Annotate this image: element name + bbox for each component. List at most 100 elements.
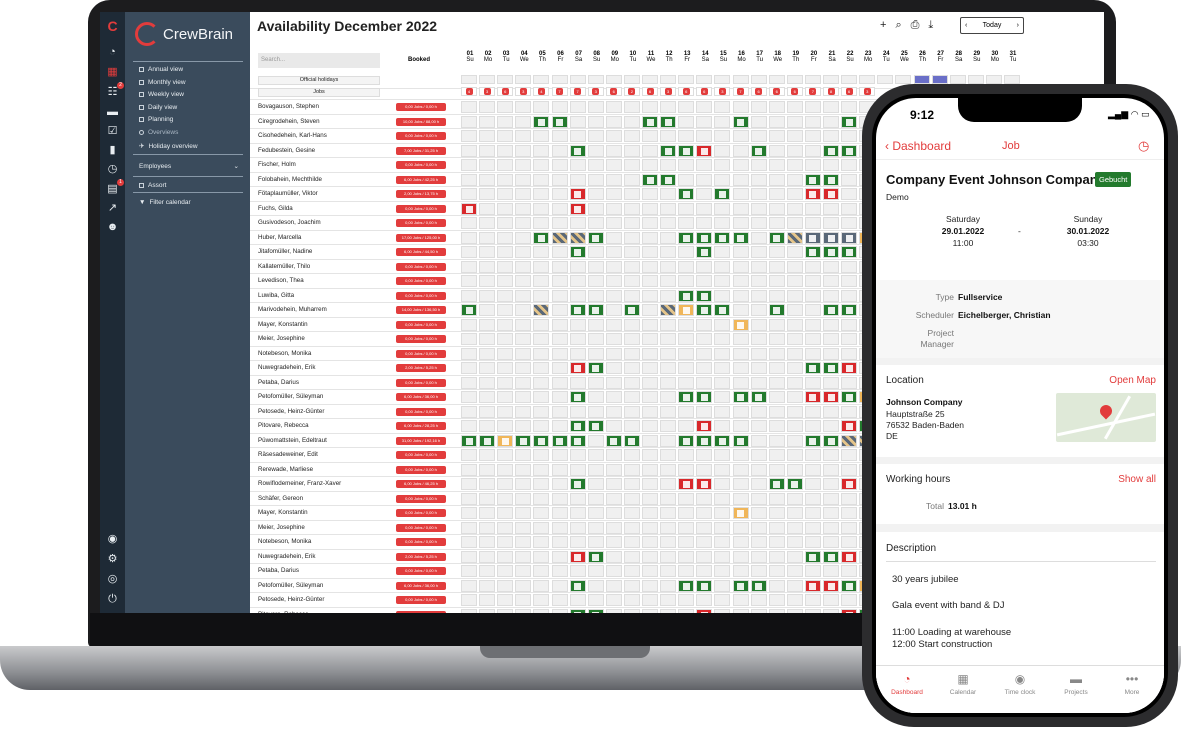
availability-cell[interactable] <box>678 159 695 171</box>
availability-cell[interactable] <box>841 362 858 374</box>
availability-cell[interactable] <box>678 289 695 302</box>
availability-cell[interactable] <box>623 521 640 534</box>
availability-cell[interactable] <box>786 579 803 592</box>
availability-cell[interactable] <box>479 478 496 490</box>
availability-cell[interactable] <box>750 304 767 316</box>
availability-cell[interactable] <box>587 478 604 490</box>
availability-cell[interactable] <box>533 159 550 171</box>
availability-cell[interactable] <box>660 304 677 316</box>
availability-cell[interactable] <box>587 275 604 287</box>
availability-cell[interactable] <box>660 130 677 142</box>
availability-cell[interactable] <box>623 260 640 273</box>
availability-cell[interactable] <box>841 420 858 432</box>
availability-cell[interactable] <box>569 289 586 302</box>
availability-cell[interactable] <box>479 376 496 389</box>
availability-cell[interactable] <box>750 565 767 577</box>
availability-cell[interactable] <box>804 420 821 432</box>
availability-cell[interactable] <box>696 565 713 577</box>
availability-cell[interactable] <box>786 275 803 287</box>
availability-cell[interactable] <box>714 565 731 577</box>
availability-cell[interactable] <box>551 275 568 287</box>
availability-cell[interactable] <box>533 260 550 273</box>
availability-cell[interactable] <box>768 130 785 142</box>
availability-cell[interactable] <box>841 115 858 128</box>
availability-cell[interactable] <box>569 188 586 200</box>
availability-cell[interactable] <box>623 115 640 128</box>
availability-cell[interactable] <box>750 333 767 345</box>
availability-cell[interactable] <box>678 275 695 287</box>
availability-cell[interactable] <box>461 246 477 258</box>
availability-cell[interactable] <box>823 101 839 113</box>
availability-cell[interactable] <box>587 550 604 563</box>
availability-cell[interactable] <box>642 420 658 432</box>
availability-cell[interactable] <box>750 507 767 519</box>
availability-cell[interactable] <box>461 130 477 142</box>
availability-cell[interactable] <box>841 579 858 592</box>
availability-cell[interactable] <box>587 536 604 548</box>
availability-cell[interactable] <box>786 362 803 374</box>
availability-cell[interactable] <box>768 318 785 331</box>
availability-cell[interactable] <box>823 579 839 592</box>
availability-cell[interactable] <box>515 478 532 490</box>
availability-cell[interactable] <box>623 405 640 418</box>
availability-cell[interactable] <box>750 318 767 331</box>
availability-cell[interactable] <box>804 202 821 215</box>
availability-cell[interactable] <box>642 159 658 171</box>
availability-cell[interactable] <box>714 130 731 142</box>
availability-cell[interactable] <box>497 550 514 563</box>
availability-cell[interactable] <box>479 318 496 331</box>
availability-cell[interactable] <box>696 521 713 534</box>
availability-cell[interactable] <box>515 579 532 592</box>
availability-cell[interactable] <box>768 246 785 258</box>
availability-cell[interactable] <box>497 536 514 548</box>
availability-cell[interactable] <box>696 507 713 519</box>
availability-cell[interactable] <box>623 536 640 548</box>
job-count-cell[interactable]: 7 <box>569 86 586 96</box>
calendar-icon[interactable]: ▦ <box>107 66 118 78</box>
job-count-cell[interactable]: 7 <box>804 86 821 96</box>
availability-cell[interactable] <box>551 405 568 418</box>
clock-icon[interactable]: ◷ <box>1138 138 1150 153</box>
stopwatch-icon[interactable]: ◉ <box>107 533 118 545</box>
availability-cell[interactable] <box>804 521 821 534</box>
availability-cell[interactable] <box>841 217 858 229</box>
availability-cell[interactable] <box>696 188 713 200</box>
availability-cell[interactable] <box>768 231 785 244</box>
availability-cell[interactable] <box>515 550 532 563</box>
availability-cell[interactable] <box>479 304 496 316</box>
availability-cell[interactable] <box>461 565 477 577</box>
availability-cell[interactable] <box>515 449 532 461</box>
availability-cell[interactable] <box>642 173 658 186</box>
availability-cell[interactable] <box>497 507 514 519</box>
availability-cell[interactable] <box>587 101 604 113</box>
job-count-cell[interactable]: 6 <box>605 86 622 96</box>
availability-cell[interactable] <box>551 536 568 548</box>
availability-cell[interactable] <box>479 217 496 229</box>
availability-cell[interactable] <box>479 130 496 142</box>
availability-cell[interactable] <box>660 333 677 345</box>
availability-cell[interactable] <box>533 507 550 519</box>
availability-cell[interactable] <box>479 202 496 215</box>
availability-cell[interactable] <box>841 333 858 345</box>
availability-cell[interactable] <box>750 275 767 287</box>
nav-annual-view[interactable]: Annual view <box>139 66 183 73</box>
availability-cell[interactable] <box>750 289 767 302</box>
availability-cell[interactable] <box>696 463 713 476</box>
availability-cell[interactable] <box>605 507 622 519</box>
availability-cell[interactable] <box>678 115 695 128</box>
availability-cell[interactable] <box>750 492 767 505</box>
availability-cell[interactable] <box>678 304 695 316</box>
availability-cell[interactable] <box>841 608 858 613</box>
availability-cell[interactable] <box>714 507 731 519</box>
availability-cell[interactable] <box>660 231 677 244</box>
availability-cell[interactable] <box>823 347 839 360</box>
availability-cell[interactable] <box>786 434 803 447</box>
availability-cell[interactable] <box>696 144 713 157</box>
availability-cell[interactable] <box>678 550 695 563</box>
availability-cell[interactable] <box>551 202 568 215</box>
availability-cell[interactable] <box>642 362 658 374</box>
availability-cell[interactable] <box>696 130 713 142</box>
availability-cell[interactable] <box>569 101 586 113</box>
availability-cell[interactable] <box>841 101 858 113</box>
availability-cell[interactable] <box>623 463 640 476</box>
